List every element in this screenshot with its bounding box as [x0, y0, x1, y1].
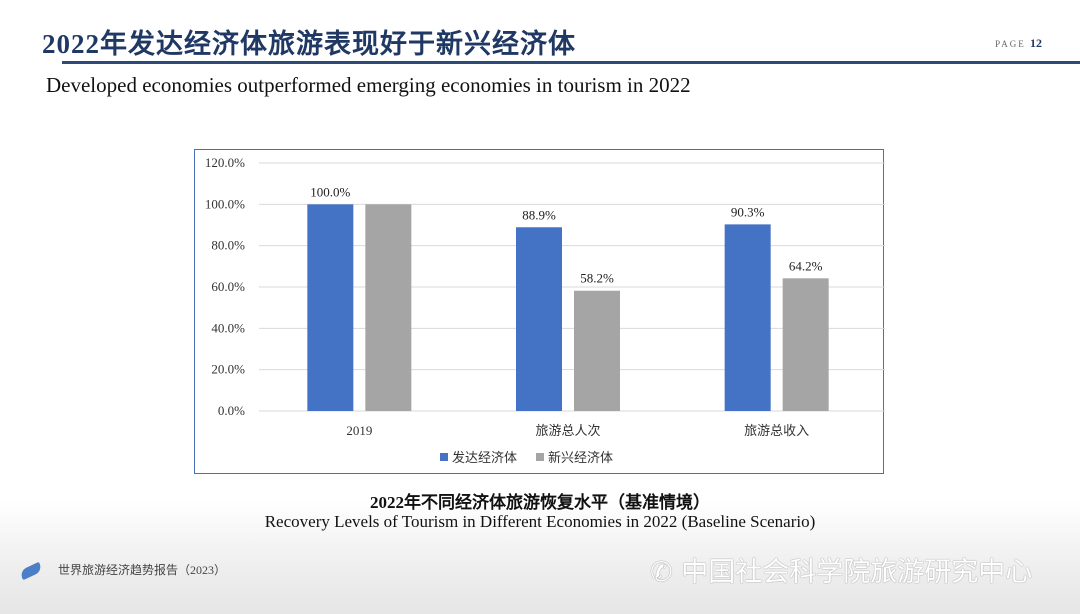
legend-swatch [536, 453, 544, 461]
y-tick-label: 40.0% [211, 320, 245, 335]
data-label: 58.2% [580, 271, 614, 286]
chart-frame: 0.0% 20.0% 40.0% 60.0% 80.0% 100.0% 120.0% 2019… [194, 149, 885, 474]
watermark-text: 中国社会科学院旅游研究中心 [681, 557, 1033, 588]
slide-subtitle: Developed economies outperformed emergin… [46, 73, 691, 97]
data-label: 100.0% [310, 184, 350, 199]
bar-developed [307, 204, 354, 411]
bar-emerging [574, 290, 620, 411]
y-tick-label: 120.0% [205, 155, 245, 170]
y-tick-label: 0.0% [218, 403, 245, 418]
bar-emerging [365, 204, 412, 411]
chart-caption-zh: 2022年不同经济体旅游恢复水平（基准情境） [370, 493, 710, 512]
y-tick-label: 60.0% [211, 279, 245, 294]
bar-chart: 0.0% 20.0% 40.0% 60.0% 80.0% 100.0% 120.0% 2019… [205, 155, 885, 465]
legend-swatch [440, 453, 448, 461]
data-label: 64.2% [789, 258, 823, 273]
page-number: PAGE 12 [995, 36, 1042, 51]
y-tick-label: 80.0% [211, 238, 245, 253]
y-tick-label: 100.0% [205, 196, 245, 211]
x-tick-label: 旅游总人次 [535, 423, 600, 438]
watermark: ✆ 中国社会科学院旅游研究中心 [650, 557, 1033, 588]
bar-developed [724, 224, 771, 411]
page-label: PAGE [995, 39, 1026, 49]
page-number-value: 12 [1030, 36, 1042, 50]
data-label: 88.9% [522, 207, 556, 222]
bar-emerging [782, 278, 829, 411]
page-title: 2022年发达经济体旅游表现好于新兴经济体 [42, 29, 576, 59]
data-label: 90.3% [731, 204, 765, 219]
chart-caption-en: Recovery Levels of Tourism in Different … [264, 512, 816, 531]
legend-label: 发达经济体 [452, 450, 517, 465]
x-tick-label: 旅游总收入 [744, 423, 809, 438]
footer-report-title: 世界旅游经济趋势报告（2023） [58, 563, 227, 577]
bar-developed [516, 227, 562, 411]
y-tick-label: 20.0% [211, 362, 245, 377]
skyline-background [0, 500, 1080, 614]
legend-label: 新兴经济体 [548, 450, 613, 465]
x-tick-label: 2019 [346, 423, 372, 438]
title-divider [62, 61, 1080, 64]
